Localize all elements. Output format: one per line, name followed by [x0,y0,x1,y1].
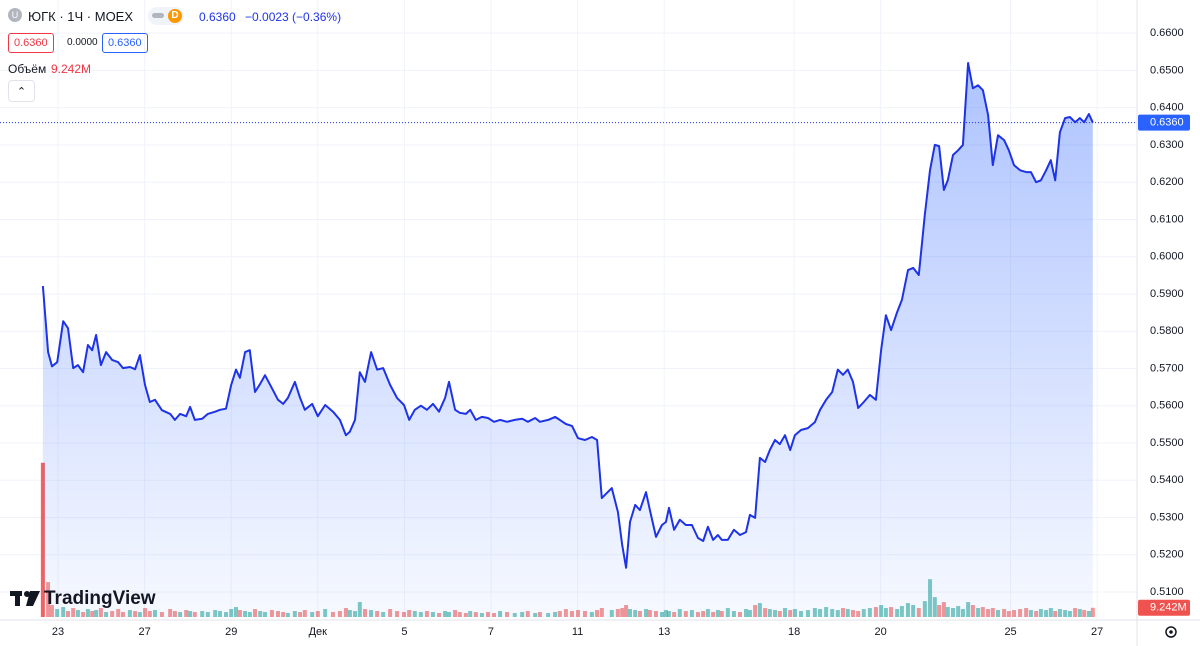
volume-box [1138,599,1190,616]
volume-bar [40,462,45,617]
x-tick-label: 23 [52,626,64,638]
x-tick-label: 5 [401,626,407,638]
logo: TradingView [10,588,156,609]
settings-icon-dot [1169,630,1173,634]
badge: D [168,9,182,23]
y-tick-label: 0.6100 [1150,213,1184,225]
last-price-box [1138,114,1190,131]
y-tick-label: 0.6000 [1150,251,1184,263]
ask-box[interactable]: 0.6360 [102,33,148,53]
x-tick-label: 7 [488,626,494,638]
y-tick-label: 0.6500 [1150,64,1184,76]
price-change: −0.0023 (−0.36%) [245,10,342,24]
x-tick-label: 27 [138,626,150,638]
price-line [41,62,1094,569]
volume-bar [1090,607,1095,617]
last-price: 0.6360 [199,10,236,24]
x-tick-label: 27 [1091,626,1103,638]
volume-legend: Объём [8,62,47,76]
x-tick-label: Дек [309,626,328,638]
y-tick-label: 0.5600 [1150,400,1184,412]
x-tick-label: 20 [875,626,887,638]
settings-icon[interactable] [1165,626,1177,638]
collapse-button[interactable]: ⌃ [8,80,35,102]
watermark: TradingView [44,588,156,609]
symbol[interactable]: ЮГК · 1Ч · MOEX [28,9,134,24]
y-tick-label: 0.5200 [1150,549,1184,561]
y-tick-label: 0.5800 [1150,325,1184,337]
last-price-label: 0.6360 [1150,116,1184,128]
y-tick-label: 0.6300 [1150,139,1184,151]
x-tick-label: 18 [788,626,800,638]
volume-label: 9.242M [1150,602,1187,614]
spread: 0.0000 [67,37,98,48]
y-tick-label: 0.5500 [1150,437,1184,449]
symbol-icon: U [8,8,22,22]
x-tick-label: 11 [572,626,583,638]
y-tick-label: 0.5700 [1150,362,1184,374]
area-fill [42,63,1093,617]
y-tick-label: 0.6200 [1150,176,1184,188]
y-tick-label: 0.6400 [1150,102,1184,114]
y-tick-label: 0.5100 [1150,586,1184,598]
bid-box[interactable]: 0.6360 [8,33,54,53]
y-tick-label: 0.5300 [1150,511,1184,523]
volume-legend-value: 9.242M [51,62,92,76]
badge-group: D [148,7,184,25]
y-tick-label: 0.5400 [1150,474,1184,486]
y-tick-label: 0.6600 [1150,27,1184,39]
x-tick-label: 13 [658,626,670,638]
y-tick-label: 0.5900 [1150,288,1184,300]
x-tick-label: 29 [225,626,237,638]
x-tick-label: 25 [1004,626,1016,638]
